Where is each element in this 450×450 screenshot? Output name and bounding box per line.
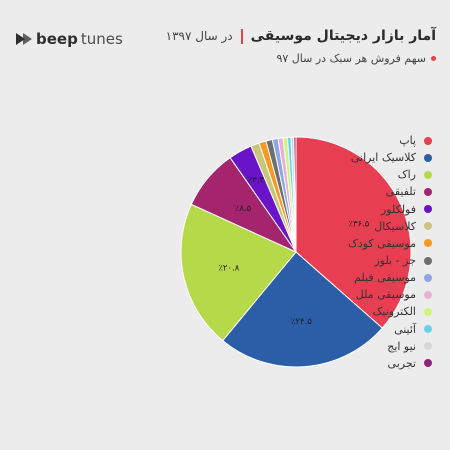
legend-item: تلفیقی (302, 183, 432, 200)
logo-text-beep: beep (36, 30, 78, 48)
logo-text-tunes: tunes (80, 30, 123, 48)
bullet-icon (431, 56, 436, 61)
pie-data-label: ٪۲۴.۵ (291, 317, 312, 327)
legend-item: الکترونیک (302, 303, 432, 320)
subtitle-text: سهم فروش هر سبک در سال ۹۷ (276, 52, 426, 65)
legend-label: تلفیقی (385, 185, 416, 199)
legend-item: موسیقی ملل (302, 286, 432, 303)
pie-slice (180, 203, 297, 342)
legend-swatch (424, 256, 432, 265)
pie-data-label: ٪۸.۵ (235, 204, 252, 214)
legend-swatch (424, 359, 432, 368)
legend-swatch (424, 325, 432, 334)
pie-slice (221, 251, 383, 368)
legend-item: راک (302, 166, 432, 183)
legend-label: تجربی (387, 356, 416, 370)
legend-item: موسیقی فیلم (302, 269, 432, 286)
title-divider (240, 28, 243, 44)
legend-swatch (424, 136, 432, 145)
legend-item: نیو ایج (302, 338, 432, 355)
legend-item: آئینی (302, 321, 432, 338)
legend-swatch (424, 290, 432, 299)
legend-swatch (424, 153, 432, 162)
legend-label: آئینی (394, 322, 416, 336)
legend-label: کلاسیکال (374, 219, 416, 233)
legend-item: جز - بلوز (302, 252, 432, 269)
legend-swatch (424, 222, 432, 231)
legend-item: موسیقی کودک (302, 235, 432, 252)
legend-label: موسیقی ملل (355, 288, 416, 302)
legend-label: جز - بلوز (374, 254, 416, 268)
subtitle: سهم فروش هر سبک در سال ۹۷ (276, 52, 436, 65)
legend-swatch (424, 273, 432, 282)
pie-slice (293, 136, 297, 253)
legend-swatch (424, 205, 432, 214)
legend-label: موسیقی فیلم (354, 271, 416, 285)
page-title: آمار بازار دیجیتال موسیقی (250, 28, 436, 44)
legend-item: فولکلور (302, 201, 432, 218)
legend-swatch (424, 170, 432, 179)
legend-item: تجربی (302, 355, 432, 372)
legend-swatch (424, 342, 432, 351)
pie-data-label: ٪۳۶.۵ (348, 220, 369, 230)
legend-label: الکترونیک (372, 305, 416, 319)
pie-slice (295, 136, 412, 329)
legend-label: پاپ (399, 134, 416, 148)
legend-label: موسیقی کودک (347, 236, 416, 250)
beeptunes-logo: beep tunes (15, 30, 123, 48)
title-year: در سال ۱۳۹۷ (165, 29, 233, 43)
legend-swatch (424, 307, 432, 316)
legend-swatch (424, 187, 432, 196)
pie-data-label: ٪۳.۳ (248, 176, 265, 186)
legend: پاپ کلاسیک ایرانی راک تلفیقی فولکلور کلاسیکال… (302, 132, 432, 372)
legend-item: کلاسیکال (302, 218, 432, 235)
pie-data-label: ٪۲۰.۸ (218, 264, 239, 274)
header: آمار بازار دیجیتال موسیقی در سال ۱۳۹۷ (166, 28, 436, 44)
legend-label: نیو ایج (387, 339, 416, 353)
legend-label: راک (397, 168, 416, 182)
legend-item: کلاسیک ایرانی (302, 149, 432, 166)
logo-mark-icon (16, 33, 32, 45)
legend-label: کلاسیک ایرانی (350, 151, 416, 165)
legend-label: فولکلور (380, 202, 416, 216)
legend-item: پاپ (302, 132, 432, 149)
legend-swatch (424, 239, 432, 248)
